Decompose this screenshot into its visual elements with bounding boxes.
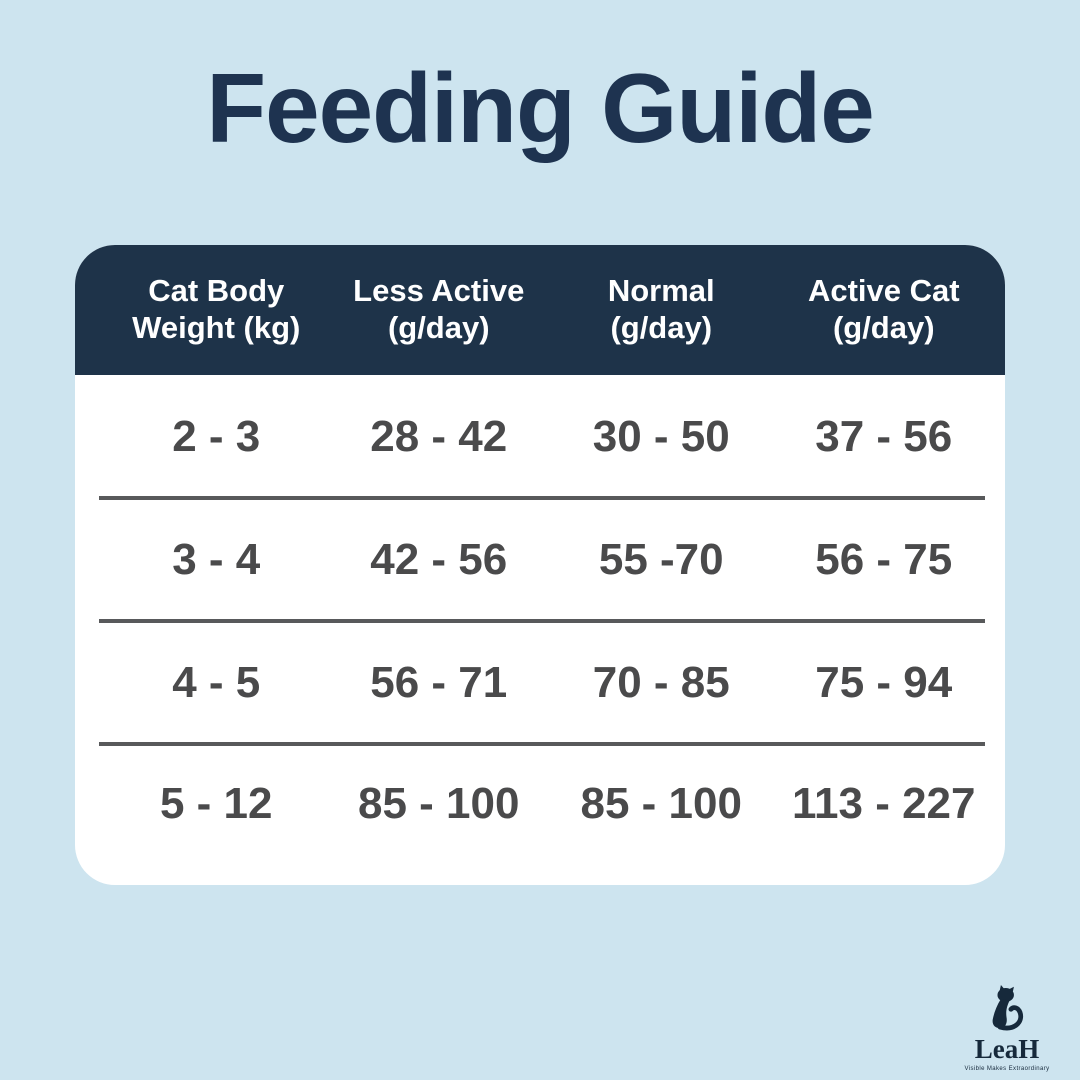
- feeding-guide-table: Cat Body Weight (kg) Less Active (g/day)…: [75, 245, 1005, 885]
- table-row: 3 - 4 42 - 56 55 -70 56 - 75: [75, 498, 1005, 621]
- table-cell: 3 - 4: [172, 534, 261, 584]
- table-row: 4 - 5 56 - 71 70 - 85 75 - 94: [75, 621, 1005, 744]
- table-cell: 55 -70: [598, 534, 724, 584]
- column-header-line: Active Cat: [807, 273, 960, 309]
- column-header-line: Normal: [607, 273, 715, 309]
- row-divider: [99, 742, 985, 746]
- column-header-line: Weight (kg): [132, 310, 301, 345]
- table-cell: 113 - 227: [792, 778, 976, 828]
- table-row: 2 - 3 28 - 42 30 - 50 37 - 56: [75, 375, 1005, 498]
- column-header-line: (g/day): [610, 310, 713, 345]
- table-cell: 5 - 12: [159, 778, 273, 828]
- column-header-line: Less Active: [353, 273, 525, 309]
- column-header-weight: Cat Body Weight (kg): [105, 273, 328, 346]
- table-cell: 70 - 85: [592, 657, 730, 707]
- table-cell: 75 - 94: [815, 657, 953, 707]
- column-header-line: (g/day): [832, 310, 935, 345]
- page-title: Feeding Guide: [206, 53, 875, 163]
- table-header-row: Cat Body Weight (kg) Less Active (g/day)…: [75, 245, 1005, 375]
- brand-logo: LeaH Visible Makes Extraordinary: [942, 984, 1072, 1072]
- table-cell: 4 - 5: [172, 657, 261, 707]
- cat-icon: [992, 985, 1024, 1031]
- column-header-line: (g/day): [387, 310, 490, 345]
- column-header-active: Active Cat (g/day): [773, 273, 996, 346]
- table-cell: 56 - 71: [370, 657, 508, 707]
- table-cell: 85 - 100: [358, 778, 520, 828]
- table-cell: 28 - 42: [370, 411, 508, 461]
- table-row: 5 - 12 85 - 100 85 - 100 113 - 227: [75, 744, 1005, 885]
- row-divider: [99, 496, 985, 500]
- row-divider: [99, 619, 985, 623]
- table-cell: 37 - 56: [815, 411, 953, 461]
- table-cell: 2 - 3: [172, 411, 261, 461]
- brand-tagline: Visible Makes Extraordinary: [964, 1066, 1050, 1072]
- table-body: 2 - 3 28 - 42 30 - 50 37 - 56 3 - 4 42 -…: [75, 375, 1005, 885]
- brand-name: LeaH: [974, 1034, 1040, 1064]
- column-header-less-active: Less Active (g/day): [328, 273, 551, 346]
- column-header-line: Cat Body: [148, 273, 285, 309]
- table-cell: 56 - 75: [815, 534, 953, 584]
- table-cell: 30 - 50: [592, 411, 730, 461]
- table-cell: 42 - 56: [370, 534, 508, 584]
- table-cell: 85 - 100: [580, 778, 742, 828]
- column-header-normal: Normal (g/day): [550, 273, 773, 346]
